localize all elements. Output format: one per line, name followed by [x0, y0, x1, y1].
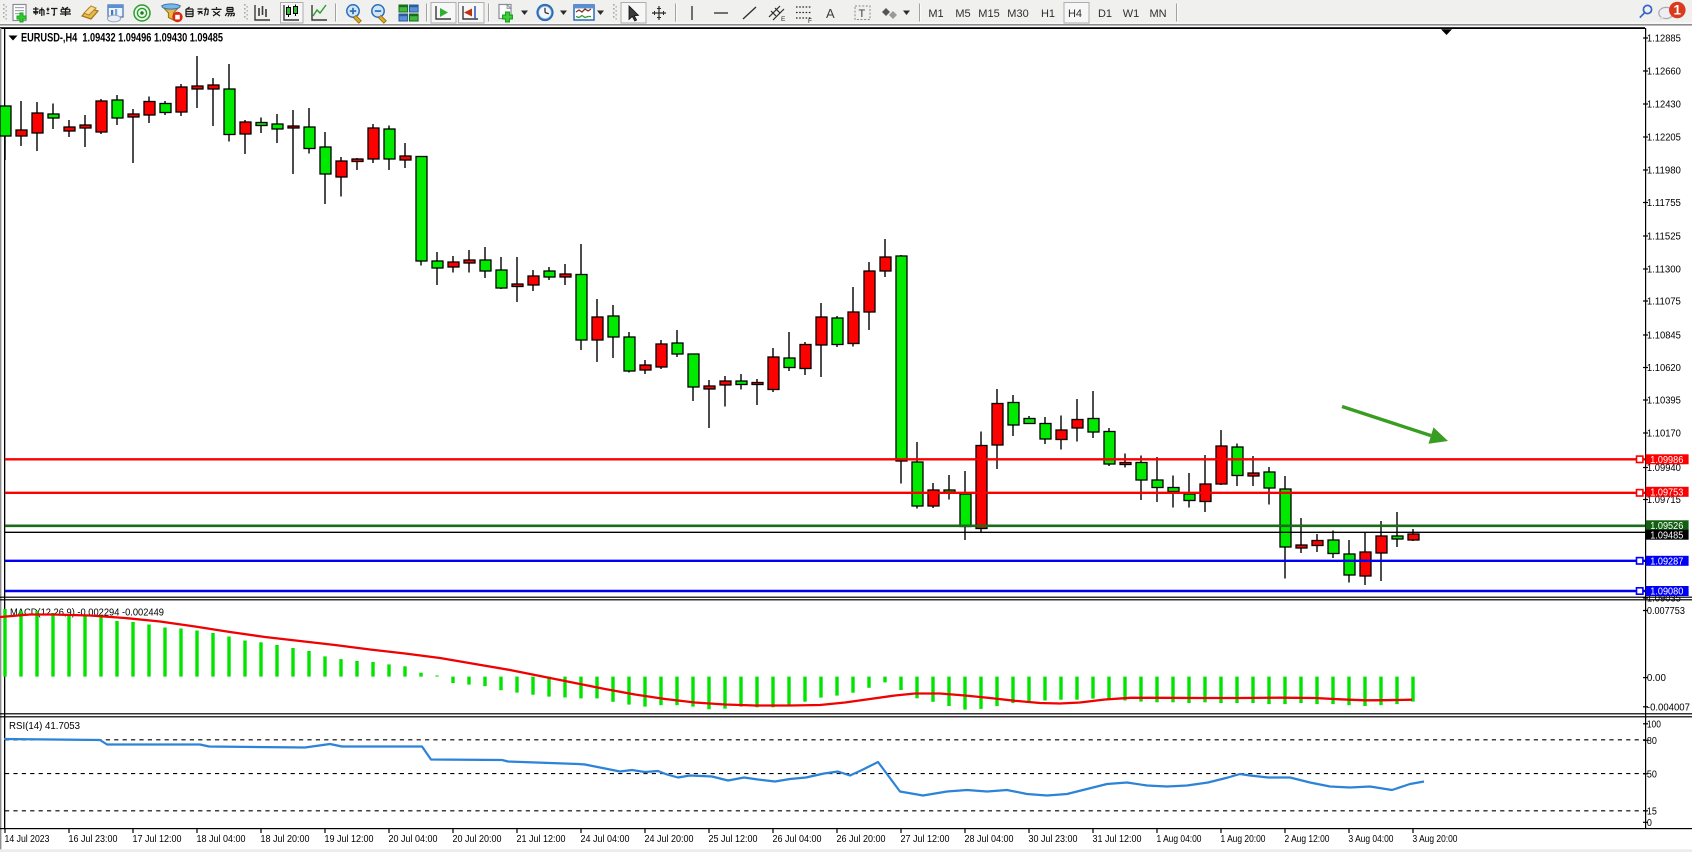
svg-text:-0.004007: -0.004007 — [1647, 702, 1690, 713]
svg-text:20 Jul 04:00: 20 Jul 04:00 — [389, 834, 438, 845]
svg-text:21 Jul 12:00: 21 Jul 12:00 — [517, 834, 566, 845]
svg-text:1.12430: 1.12430 — [1647, 100, 1681, 111]
svg-text:1 Aug 04:00: 1 Aug 04:00 — [1157, 834, 1202, 845]
svg-text:80: 80 — [1647, 736, 1657, 747]
svg-text:16 Jul 23:00: 16 Jul 23:00 — [69, 834, 118, 845]
svg-text:RSI(14) 41.7053: RSI(14) 41.7053 — [9, 721, 80, 732]
svg-text:1.10170: 1.10170 — [1647, 429, 1681, 440]
svg-text:D1: D1 — [1098, 8, 1112, 20]
svg-text:26 Jul 20:00: 26 Jul 20:00 — [837, 834, 886, 845]
svg-text:E: E — [781, 16, 786, 23]
svg-text:1.09080: 1.09080 — [1650, 587, 1683, 598]
svg-text:30 Jul 23:00: 30 Jul 23:00 — [1029, 834, 1078, 845]
svg-text:1.11075: 1.11075 — [1647, 297, 1681, 308]
svg-text:M5: M5 — [955, 8, 970, 20]
svg-text:0: 0 — [1647, 818, 1652, 829]
svg-text:H1: H1 — [1041, 8, 1055, 20]
svg-text:1.09940: 1.09940 — [1647, 463, 1681, 474]
svg-text:24 Jul 04:00: 24 Jul 04:00 — [581, 834, 630, 845]
svg-text:2 Aug 12:00: 2 Aug 12:00 — [1285, 834, 1330, 845]
svg-text:1.09753: 1.09753 — [1650, 487, 1683, 498]
svg-text:1.09715: 1.09715 — [1647, 495, 1681, 506]
svg-text:1.09035: 1.09035 — [1647, 594, 1681, 605]
svg-text:1 Aug 20:00: 1 Aug 20:00 — [1221, 834, 1266, 845]
svg-text:MACD(12,26,9) -0.002294 -0.002: MACD(12,26,9) -0.002294 -0.002449 — [10, 607, 164, 618]
svg-text:1.10395: 1.10395 — [1647, 396, 1681, 407]
svg-text:W1: W1 — [1123, 8, 1140, 20]
svg-text:20 Jul 20:00: 20 Jul 20:00 — [453, 834, 502, 845]
svg-text:19 Jul 12:00: 19 Jul 12:00 — [325, 834, 374, 845]
svg-text:1.12205: 1.12205 — [1647, 133, 1681, 144]
svg-text:1.09986: 1.09986 — [1650, 455, 1683, 466]
svg-text:17 Jul 12:00: 17 Jul 12:00 — [133, 834, 182, 845]
svg-text:100: 100 — [1647, 719, 1661, 730]
svg-text:1.09485: 1.09485 — [1650, 530, 1683, 541]
svg-text:1.10845: 1.10845 — [1647, 331, 1681, 342]
svg-text:M1: M1 — [928, 8, 943, 20]
svg-text:F: F — [808, 18, 812, 25]
svg-text:31 Jul 12:00: 31 Jul 12:00 — [1093, 834, 1142, 845]
svg-text:T: T — [859, 8, 866, 20]
svg-text:28 Jul 04:00: 28 Jul 04:00 — [965, 834, 1014, 845]
svg-text:26 Jul 04:00: 26 Jul 04:00 — [773, 834, 822, 845]
svg-text:1.11755: 1.11755 — [1647, 198, 1681, 209]
svg-text:15: 15 — [1647, 806, 1657, 817]
svg-text:0.007753: 0.007753 — [1647, 606, 1685, 617]
svg-text:24 Jul 20:00: 24 Jul 20:00 — [645, 834, 694, 845]
svg-text:M15: M15 — [978, 8, 999, 20]
svg-text:50: 50 — [1647, 769, 1657, 780]
svg-text:1.11525: 1.11525 — [1647, 232, 1681, 243]
svg-text:MN: MN — [1149, 8, 1166, 20]
svg-text:1.12660: 1.12660 — [1647, 67, 1681, 78]
svg-text:M30: M30 — [1007, 8, 1028, 20]
svg-text:18 Jul 04:00: 18 Jul 04:00 — [197, 834, 246, 845]
svg-text:1.11300: 1.11300 — [1647, 265, 1681, 276]
svg-text:27 Jul 12:00: 27 Jul 12:00 — [901, 834, 950, 845]
svg-text:0.00: 0.00 — [1647, 673, 1666, 684]
svg-text:1.09526: 1.09526 — [1650, 521, 1683, 532]
svg-text:1.10620: 1.10620 — [1647, 363, 1681, 374]
svg-text:3 Aug 04:00: 3 Aug 04:00 — [1349, 834, 1394, 845]
svg-text:1.11980: 1.11980 — [1647, 166, 1681, 177]
svg-text:A: A — [826, 6, 835, 21]
svg-text:25 Jul 12:00: 25 Jul 12:00 — [709, 834, 758, 845]
svg-text:3 Aug 20:00: 3 Aug 20:00 — [1413, 834, 1458, 845]
svg-text:H4: H4 — [1068, 8, 1082, 20]
svg-text:1.09287: 1.09287 — [1650, 556, 1683, 567]
svg-text:18 Jul 20:00: 18 Jul 20:00 — [261, 834, 310, 845]
svg-text:14 Jul 2023: 14 Jul 2023 — [5, 834, 50, 845]
svg-text:1.12885: 1.12885 — [1647, 34, 1681, 45]
svg-text:1: 1 — [1674, 3, 1682, 18]
svg-text:EURUSD-,H4 1.09432 1.09496 1.: EURUSD-,H4 1.09432 1.09496 1.09430 1.094… — [21, 30, 223, 44]
